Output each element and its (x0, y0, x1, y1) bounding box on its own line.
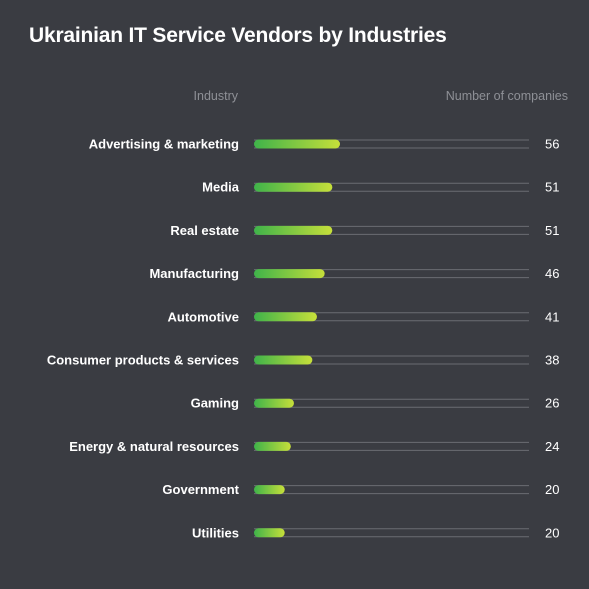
count-column-header: Number of companies (445, 89, 568, 103)
bar-row: Advertising & marketing 56 (89, 137, 560, 152)
category-label: Gaming (191, 396, 239, 411)
category-label: Automotive (168, 309, 240, 324)
value-label: 20 (545, 482, 559, 497)
bar-row: Utilities 20 (192, 525, 559, 540)
value-label: 51 (545, 180, 559, 195)
value-label: 56 (545, 137, 559, 152)
bar-row: Manufacturing 46 (149, 266, 559, 281)
category-label: Manufacturing (149, 266, 239, 281)
bar (254, 398, 294, 408)
bar-row: Automotive 41 (168, 309, 560, 324)
category-label: Utilities (192, 525, 239, 540)
value-label: 26 (545, 396, 559, 411)
bar-row: Real estate 51 (170, 223, 559, 238)
bar-row: Gaming 26 (191, 396, 560, 411)
bar (254, 528, 285, 538)
bar-row: Consumer products & services 38 (47, 353, 560, 368)
bar-row: Energy & natural resources 24 (69, 439, 559, 454)
bar (254, 441, 291, 451)
value-label: 41 (545, 309, 559, 324)
category-label: Media (202, 180, 240, 195)
value-label: 24 (545, 439, 559, 454)
bar-row: Media 51 (202, 180, 559, 195)
category-label: Real estate (170, 223, 239, 238)
bar-row: Government 20 (162, 482, 559, 497)
value-label: 46 (545, 266, 559, 281)
bar (254, 485, 285, 495)
bar (254, 312, 317, 322)
value-label: 51 (545, 223, 559, 238)
industry-column-header: Industry (193, 89, 238, 103)
category-label: Advertising & marketing (89, 137, 239, 152)
category-label: Government (162, 482, 239, 497)
bar (254, 225, 333, 235)
category-label: Consumer products & services (47, 353, 239, 368)
bar (254, 355, 313, 365)
category-label: Energy & natural resources (69, 439, 239, 454)
bar (254, 269, 325, 279)
bar (254, 139, 340, 149)
value-label: 20 (545, 525, 559, 540)
chart-title: Ukrainian IT Service Vendors by Industri… (29, 24, 447, 47)
value-label: 38 (545, 353, 559, 368)
bar (254, 182, 333, 192)
